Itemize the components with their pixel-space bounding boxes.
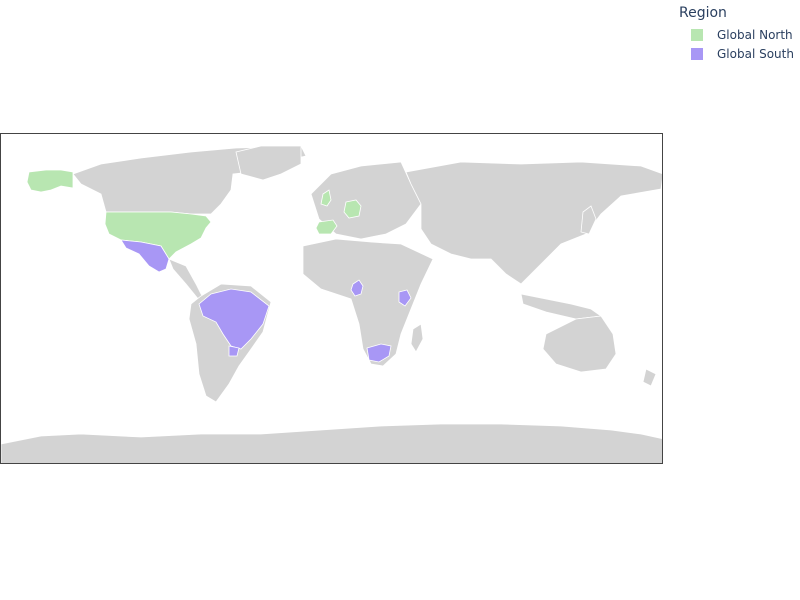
legend-label: Global South	[717, 46, 794, 61]
country-united-states	[104, 211, 212, 260]
map-canvas	[1, 145, 662, 463]
country-united-kingdom	[320, 189, 332, 207]
global-north-countries	[26, 169, 362, 260]
legend-item-global-south[interactable]: Global South	[679, 44, 799, 63]
se-asia-islands	[520, 293, 603, 320]
legend-swatch-global-south	[691, 47, 703, 60]
world-map[interactable]	[0, 133, 663, 464]
legend-title: Region	[679, 5, 727, 21]
central-america-landmass	[168, 258, 207, 301]
asia-landmass	[405, 161, 662, 285]
country-united-states-alaska	[26, 169, 74, 193]
legend: Region Global North Global South	[679, 4, 799, 63]
country-cameroon	[350, 279, 364, 297]
country-brazil	[198, 288, 270, 350]
australia-landmass	[542, 315, 617, 373]
antarctica-landmass	[1, 423, 662, 463]
legend-swatch-global-north	[691, 28, 703, 41]
country-kenya	[398, 289, 412, 307]
country-uruguay	[228, 345, 240, 357]
madagascar-landmass	[410, 323, 424, 353]
land-masses	[1, 145, 662, 463]
legend-item-global-north[interactable]: Global North	[679, 25, 799, 44]
country-south-africa	[366, 343, 392, 363]
new-zealand-landmass	[642, 368, 657, 387]
country-spain	[315, 219, 338, 235]
country-mexico	[120, 239, 170, 273]
africa-landmass	[302, 238, 434, 367]
legend-label: Global North	[717, 27, 793, 42]
japan-landmass	[580, 205, 597, 235]
greenland-landmass	[235, 145, 302, 181]
country-germany	[343, 199, 362, 219]
global-south-countries	[120, 239, 412, 363]
